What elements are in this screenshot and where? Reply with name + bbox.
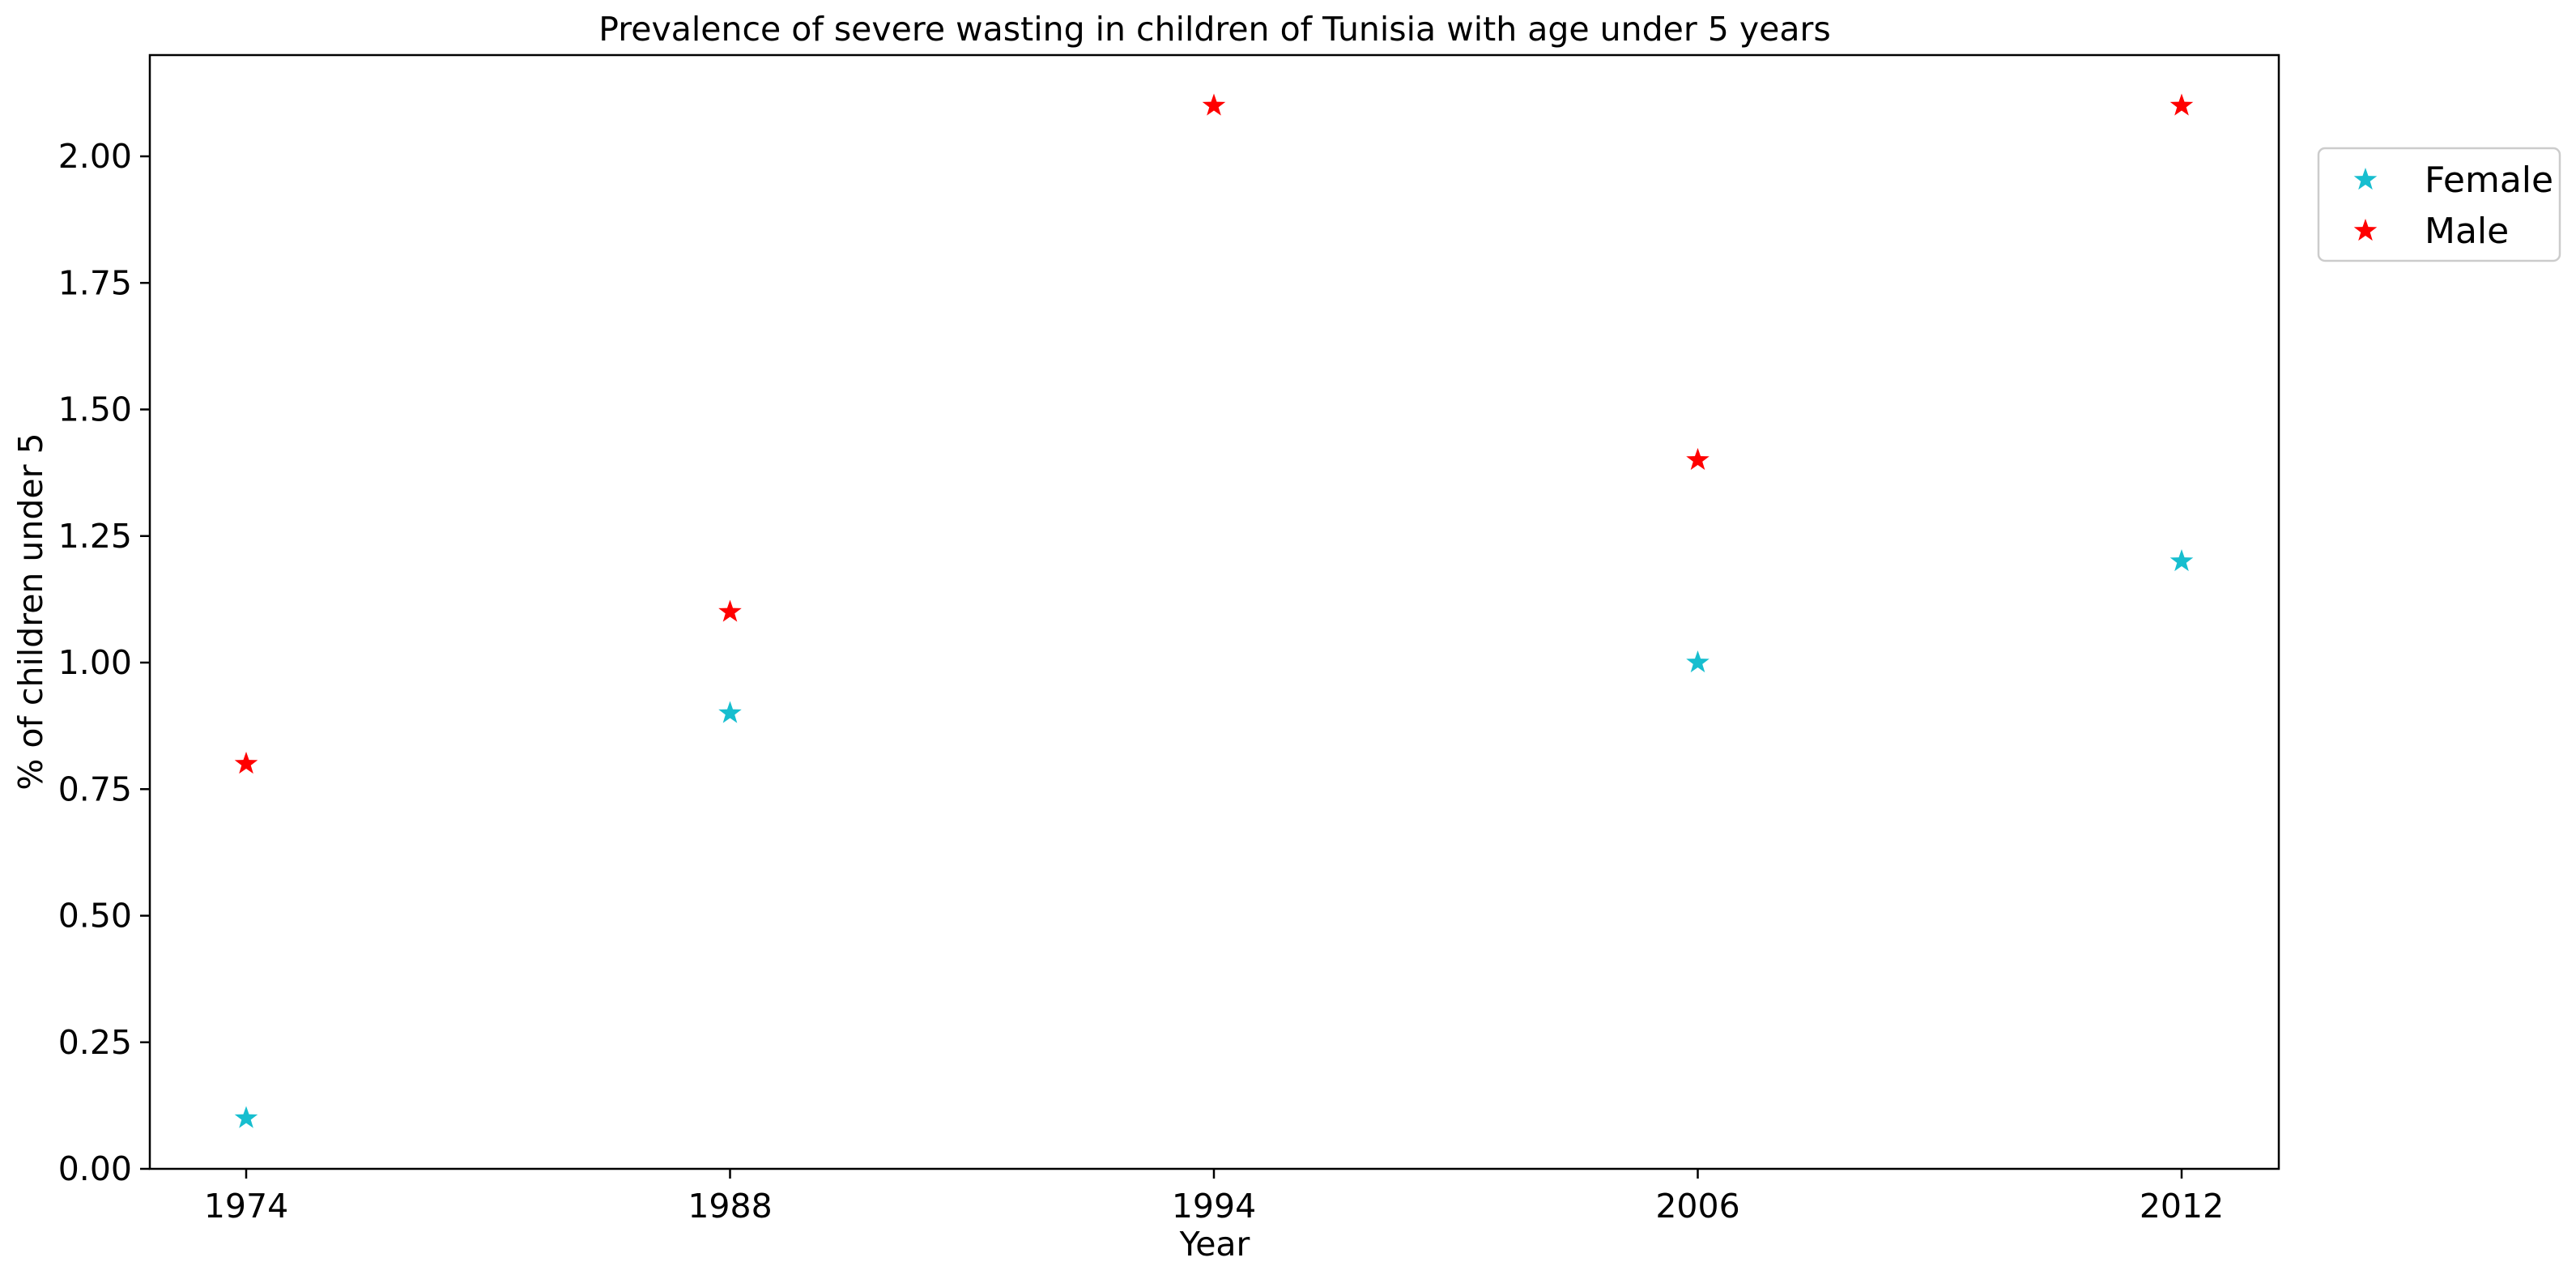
legend: Female Male	[2317, 147, 2561, 262]
y-tick-label: 1.25	[58, 517, 132, 556]
legend-marker-female	[2353, 168, 2378, 190]
data-point-female-2012	[2169, 549, 2194, 572]
x-axis-ticks: 1974 1988 1994 2006 2012	[204, 1169, 2224, 1226]
data-point-male-1988	[718, 599, 742, 622]
chart-title: Prevalence of severe wasting in children…	[598, 10, 1830, 49]
legend-marker-male	[2353, 219, 2378, 241]
y-tick-label: 0.00	[58, 1149, 132, 1188]
x-tick-label: 2012	[2140, 1187, 2224, 1226]
data-point-female-1988	[718, 701, 742, 723]
y-axis-label: % of children under 5	[11, 433, 50, 790]
data-point-male-2012	[2169, 93, 2194, 116]
y-tick-label: 1.50	[58, 390, 132, 429]
data-point-male-2006	[1686, 448, 1710, 471]
x-tick-label: 1974	[204, 1187, 288, 1226]
x-axis-label: Year	[1179, 1225, 1250, 1264]
data-point-male-1974	[234, 752, 258, 774]
legend-label-female: Female	[2425, 160, 2553, 201]
legend-box	[2317, 147, 2561, 262]
legend-label-male: Male	[2425, 211, 2509, 252]
x-tick-label: 1994	[1172, 1187, 1256, 1226]
y-axis-ticks: 0.00 0.25 0.50 0.75 1.00 1.25 1.50 1.75 2.00	[58, 137, 150, 1188]
data-points	[234, 93, 2194, 1128]
y-tick-label: 1.00	[58, 643, 132, 682]
x-tick-label: 2006	[1655, 1187, 1739, 1226]
y-tick-label: 1.75	[58, 263, 132, 302]
y-tick-label: 0.25	[58, 1023, 132, 1062]
y-tick-label: 0.75	[58, 770, 132, 808]
data-point-female-2006	[1686, 650, 1710, 673]
data-point-female-1974	[234, 1106, 258, 1128]
data-point-male-1994	[1202, 93, 1226, 116]
y-tick-label: 0.50	[58, 897, 132, 936]
y-tick-label: 2.00	[58, 137, 132, 176]
x-tick-label: 1988	[688, 1187, 772, 1226]
plot-area-frame	[148, 53, 2280, 1170]
